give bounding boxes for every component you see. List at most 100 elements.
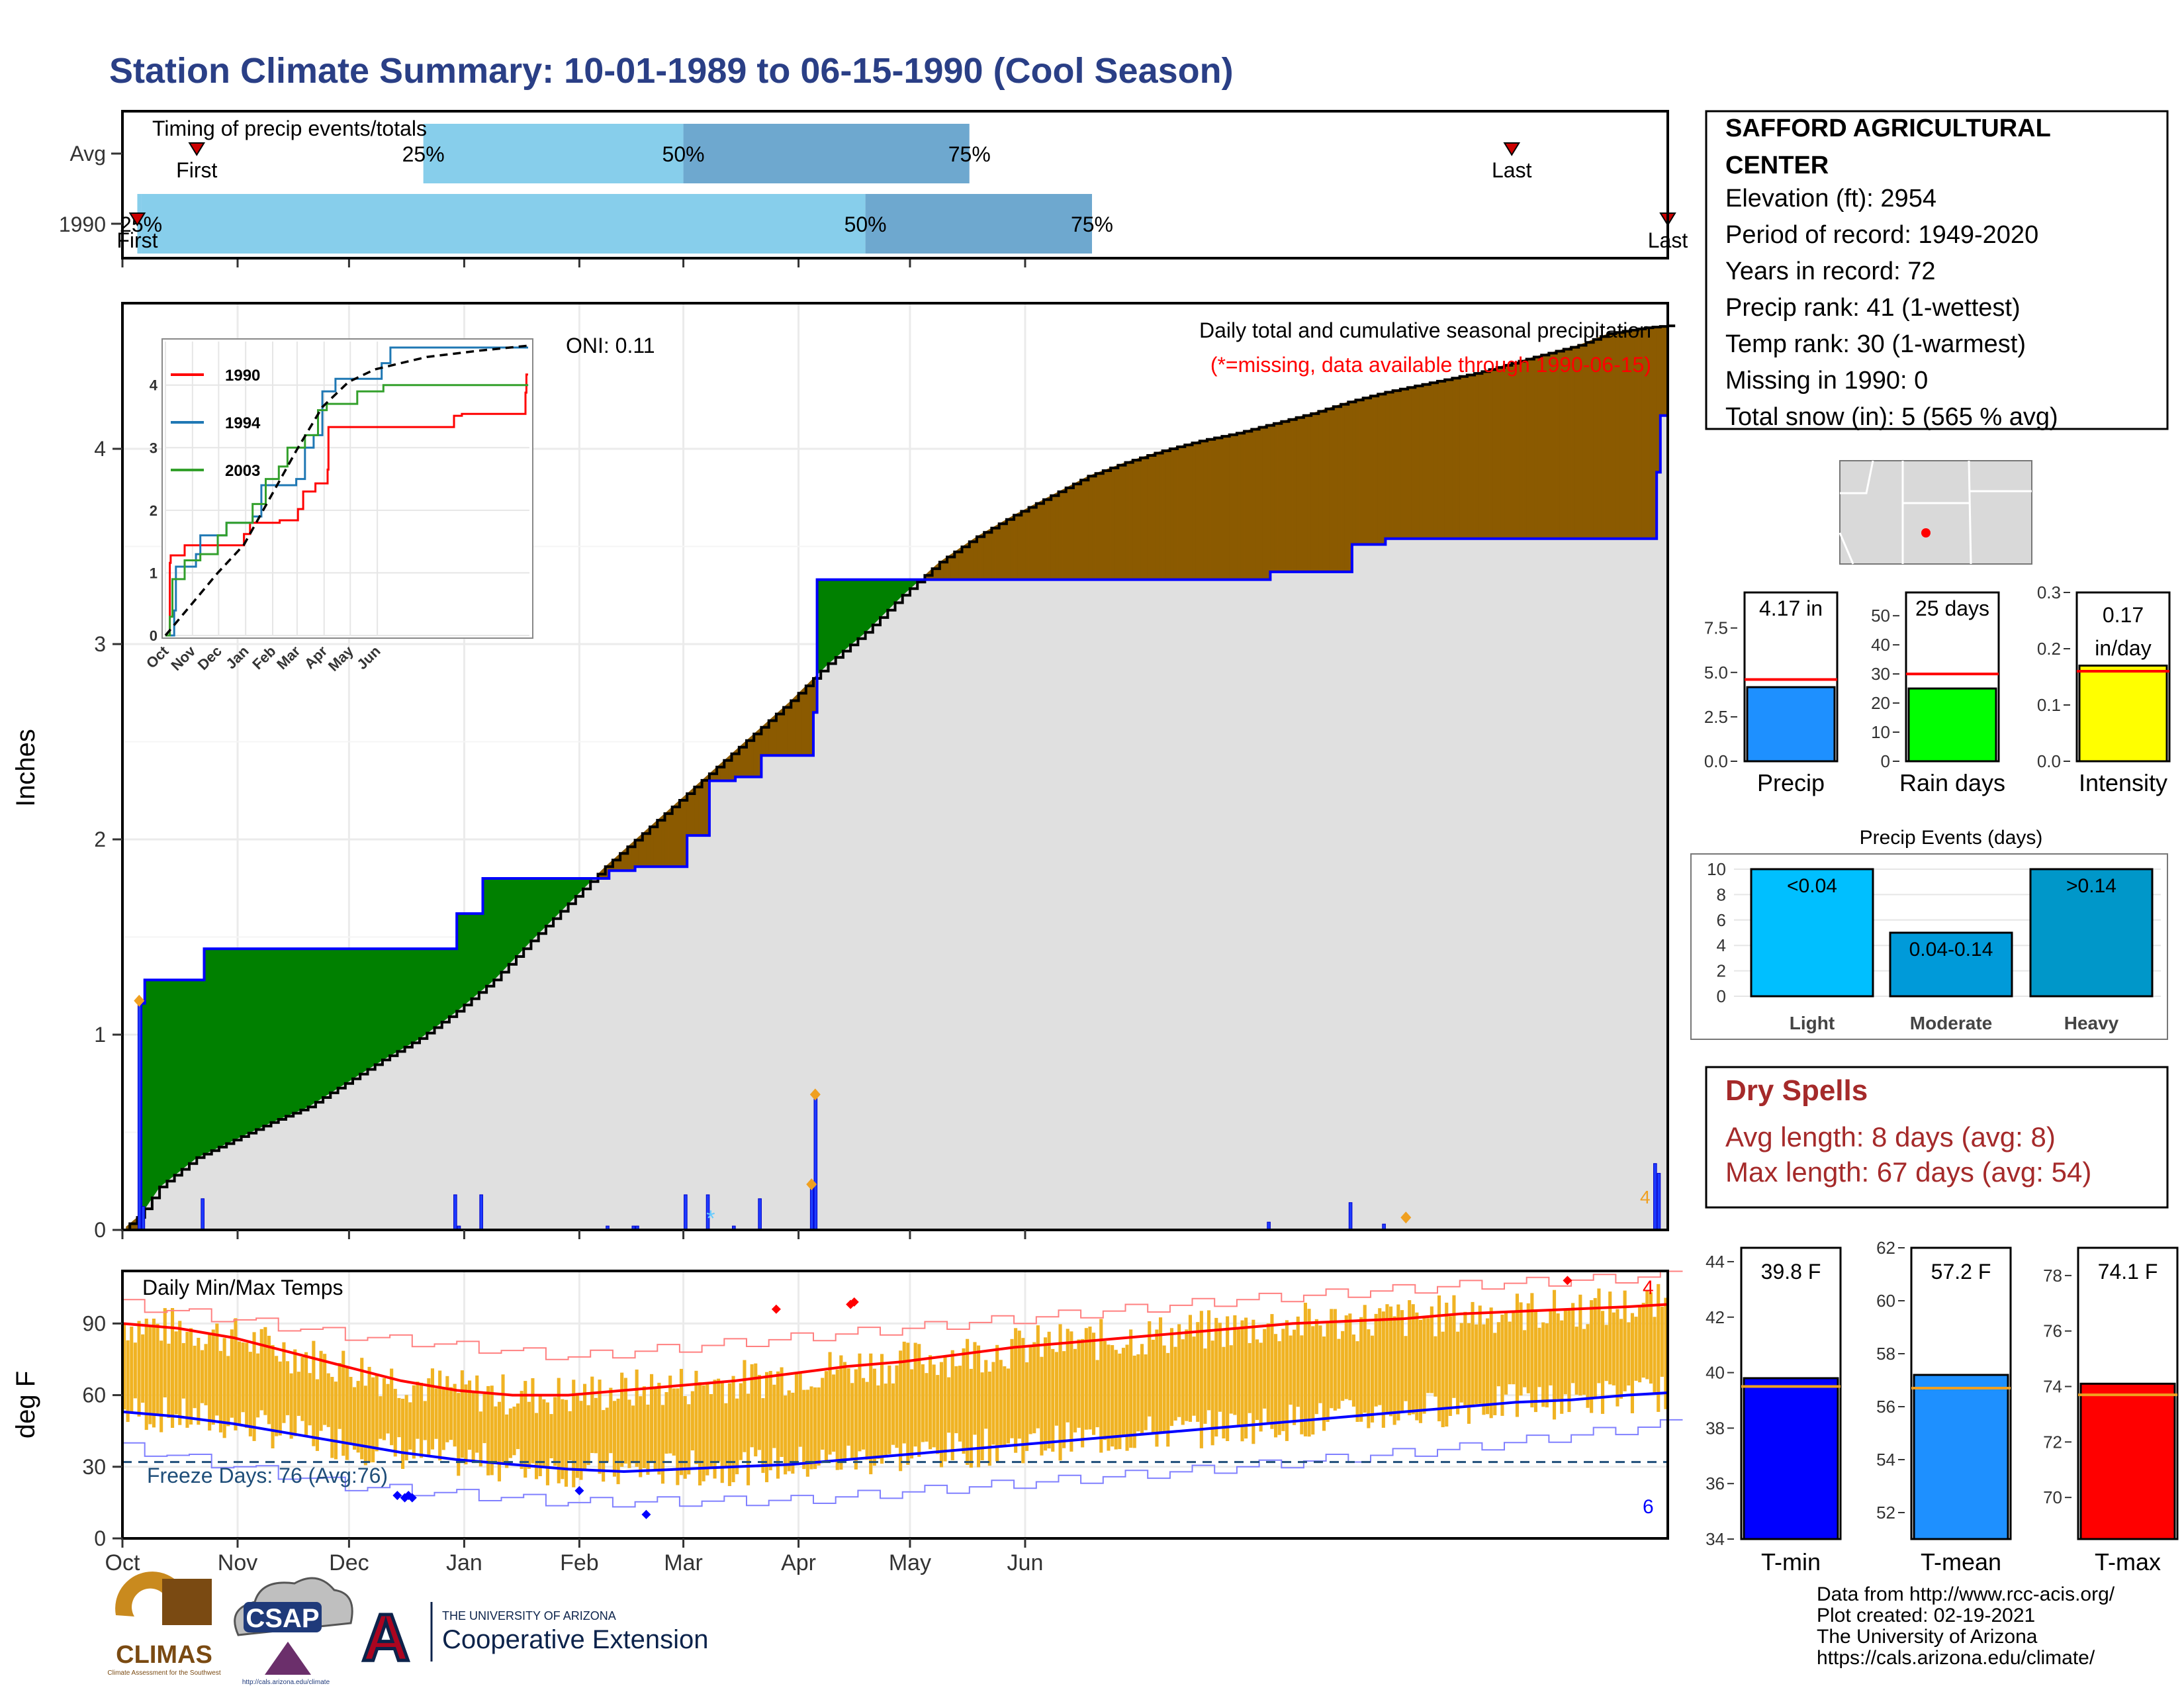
daily-temp-bar bbox=[248, 1352, 252, 1436]
deficit-area bbox=[1095, 471, 1100, 580]
surplus-area bbox=[371, 948, 375, 1068]
daily-temp-bar bbox=[564, 1399, 568, 1487]
daily-temp-bar bbox=[1073, 1348, 1077, 1432]
daily-precip-bar bbox=[1348, 1202, 1353, 1231]
daily-temp-bar bbox=[1296, 1316, 1300, 1407]
deficit-area bbox=[1307, 413, 1312, 573]
precip-y-tick-label: 3 bbox=[94, 632, 106, 656]
tmin-summary-tick-label: 36 bbox=[1706, 1474, 1725, 1493]
ua-line1: THE UNIVERSITY OF ARIZONA bbox=[442, 1609, 616, 1622]
daily-temp-bar bbox=[650, 1374, 654, 1462]
daily-temp-bar bbox=[1627, 1322, 1631, 1385]
deficit-area bbox=[1455, 376, 1460, 539]
daily-temp-bar bbox=[553, 1397, 557, 1466]
daily-temp-bar bbox=[936, 1375, 940, 1454]
daily-temp-bar bbox=[1114, 1350, 1118, 1450]
daily-temp-bar bbox=[319, 1350, 323, 1431]
daily-temp-bar bbox=[230, 1329, 234, 1418]
daily-temp-bar bbox=[1289, 1335, 1293, 1405]
deficit-area bbox=[1385, 391, 1390, 539]
daily-temp-bar bbox=[397, 1397, 401, 1438]
daily-temp-bar bbox=[761, 1398, 765, 1474]
daily-temp-bar bbox=[809, 1386, 813, 1470]
daily-temp-bar bbox=[1017, 1331, 1021, 1439]
deficit-area bbox=[1289, 418, 1293, 573]
daily-temp-bar bbox=[921, 1364, 925, 1442]
surplus-area bbox=[434, 948, 439, 1028]
daily-temp-bar bbox=[460, 1370, 464, 1458]
deficit-area bbox=[1128, 459, 1133, 580]
deficit-area bbox=[668, 806, 672, 867]
surplus-area bbox=[330, 948, 335, 1094]
deficit-area bbox=[1118, 463, 1122, 580]
deficit-area bbox=[1496, 366, 1501, 539]
daily-temp-bar bbox=[1196, 1322, 1200, 1422]
daily-temp-bar bbox=[542, 1399, 546, 1467]
surplus-area bbox=[412, 948, 416, 1043]
daily-temp-bar bbox=[854, 1369, 858, 1470]
deficit-area bbox=[1062, 487, 1066, 580]
precip-summary-tick-label: 7.5 bbox=[1704, 618, 1728, 638]
station-info: SAFFORD AGRICULTURAL CENTER Elevation (f… bbox=[1705, 110, 2169, 431]
daily-temp-bar bbox=[330, 1377, 334, 1458]
surplus-area bbox=[427, 948, 432, 1034]
surplus-area bbox=[441, 948, 446, 1023]
events-tick-label: 8 bbox=[1717, 884, 1726, 904]
daily-temp-bar bbox=[899, 1350, 903, 1472]
daily-temp-bar bbox=[798, 1371, 802, 1447]
surplus-area bbox=[865, 579, 870, 633]
daily-temp-bar bbox=[308, 1373, 312, 1426]
daily-temp-bar bbox=[602, 1410, 606, 1482]
daily-temp-bar bbox=[1389, 1306, 1393, 1417]
surplus-area bbox=[363, 948, 368, 1072]
daily-temp-bar bbox=[449, 1387, 453, 1440]
deficit-area bbox=[1233, 433, 1238, 580]
daily-temp-bar bbox=[1333, 1309, 1337, 1411]
deficit-area bbox=[1471, 373, 1475, 539]
daily-temp-bar bbox=[1530, 1293, 1534, 1408]
page-title: Station Climate Summary: 10-01-1989 to 0… bbox=[109, 51, 1234, 91]
surplus-area bbox=[312, 948, 316, 1105]
deficit-area bbox=[1367, 395, 1371, 545]
daily-temp-bar bbox=[338, 1363, 341, 1429]
tmax-summary-tick-label: 74 bbox=[2043, 1377, 2062, 1397]
daily-temp-bar bbox=[690, 1391, 694, 1451]
daily-temp-bar bbox=[416, 1382, 420, 1439]
climas-block bbox=[162, 1579, 212, 1625]
csap-badge bbox=[244, 1602, 322, 1632]
daily-temp-bar bbox=[256, 1353, 260, 1418]
daily-temp-bar bbox=[1504, 1313, 1508, 1395]
raindays-summary-tick-label: 50 bbox=[1871, 606, 1890, 626]
surplus-area bbox=[382, 948, 387, 1060]
daily-temp-bar bbox=[772, 1384, 776, 1448]
temp-x-tick-label: Jun bbox=[1007, 1550, 1044, 1575]
daily-temp-bar bbox=[386, 1383, 390, 1434]
daily-temp-bar bbox=[876, 1385, 880, 1459]
deficit-area bbox=[1300, 415, 1304, 573]
daily-temp-bar bbox=[259, 1329, 263, 1411]
tmean-summary-tick-label: 58 bbox=[1876, 1344, 1895, 1364]
deficit-area bbox=[1240, 431, 1245, 580]
record-high-count: 4 bbox=[1643, 1277, 1654, 1299]
deficit-area bbox=[1559, 349, 1565, 539]
surplus-area bbox=[163, 980, 167, 1185]
surplus-area bbox=[152, 980, 156, 1199]
dry-spells-frame bbox=[1705, 1066, 2169, 1209]
daily-temp-bar bbox=[1475, 1324, 1479, 1405]
deficit-area bbox=[1013, 512, 1018, 580]
deficit-area bbox=[1530, 357, 1535, 539]
inset-grid bbox=[165, 342, 529, 636]
daily-temp-bar bbox=[1341, 1331, 1345, 1401]
precip-y-axis-label: Inches bbox=[11, 729, 40, 807]
precip-y-tick-label: 4 bbox=[94, 437, 106, 461]
daily-temp-bar bbox=[326, 1373, 330, 1427]
cumulative-average-line bbox=[122, 324, 1676, 1231]
surplus-area bbox=[534, 878, 539, 938]
daily-temp-bar bbox=[545, 1402, 549, 1485]
deficit-area bbox=[1151, 453, 1156, 580]
daily-temp-bar bbox=[1437, 1295, 1441, 1422]
surplus-area bbox=[386, 948, 390, 1058]
daily-temp-bar bbox=[197, 1338, 201, 1425]
